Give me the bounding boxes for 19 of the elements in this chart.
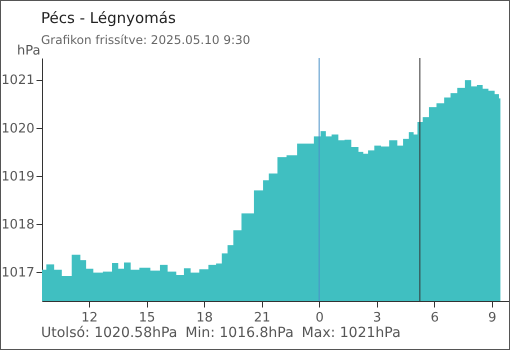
x-tick-label: 0 (316, 310, 324, 326)
chart-title: Pécs - Légnyomás (41, 9, 176, 27)
y-tick-label: 1020 (1, 121, 34, 136)
x-tick-label: 15 (138, 310, 156, 326)
y-axis-title: hPa (17, 44, 40, 58)
x-tick-label: 21 (254, 310, 270, 326)
x-tick-label: 18 (196, 310, 213, 326)
y-tick-label: 1019 (1, 169, 34, 184)
x-tick-label: 3 (373, 310, 382, 326)
y-tick-label: 1021 (1, 73, 34, 88)
text: Utolsó: 1020.58hPa (41, 325, 178, 341)
x-tick-label: 6 (430, 310, 439, 326)
x-tick-label: 9 (488, 310, 496, 326)
y-tick-label: 1018 (1, 218, 34, 233)
x-tick-label: 12 (81, 310, 98, 326)
y-tick-label: 1017 (1, 266, 34, 281)
text: Min: 1016.8hPa (185, 325, 294, 341)
chart-subtitle: Grafikon frissítve: 2025.05.10 9:30 (41, 33, 250, 47)
text: Max: 1021hPa (302, 325, 401, 341)
